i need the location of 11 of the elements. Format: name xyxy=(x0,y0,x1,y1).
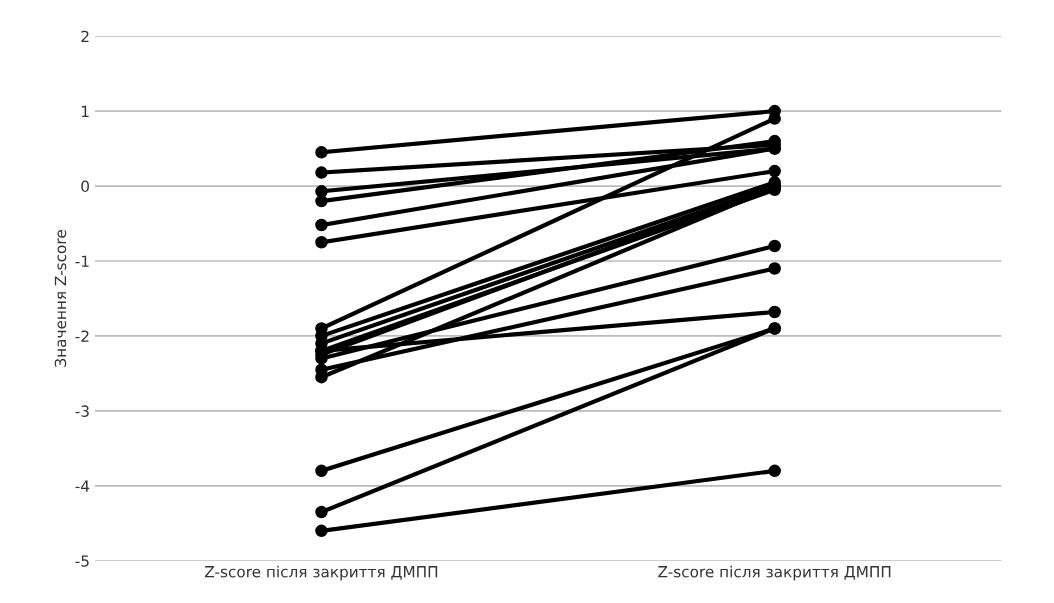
x-tick-label: Z-score після закриття ДМПП xyxy=(658,565,891,581)
x-tick-label: Z-score після закриття ДМПП xyxy=(204,565,438,581)
y-tick-label: -4 xyxy=(75,480,90,492)
y-axis-title: Значення Z-score xyxy=(54,230,67,367)
y-tick-label: -2 xyxy=(75,330,89,342)
y-tick-label: -5 xyxy=(75,555,89,567)
y-tick-label: 0 xyxy=(81,180,89,193)
y-tick-label: -3 xyxy=(75,405,89,417)
y-tick-label: 1 xyxy=(81,105,89,117)
y-tick-label: -1 xyxy=(75,255,89,267)
y-tick-label: 2 xyxy=(81,30,89,42)
